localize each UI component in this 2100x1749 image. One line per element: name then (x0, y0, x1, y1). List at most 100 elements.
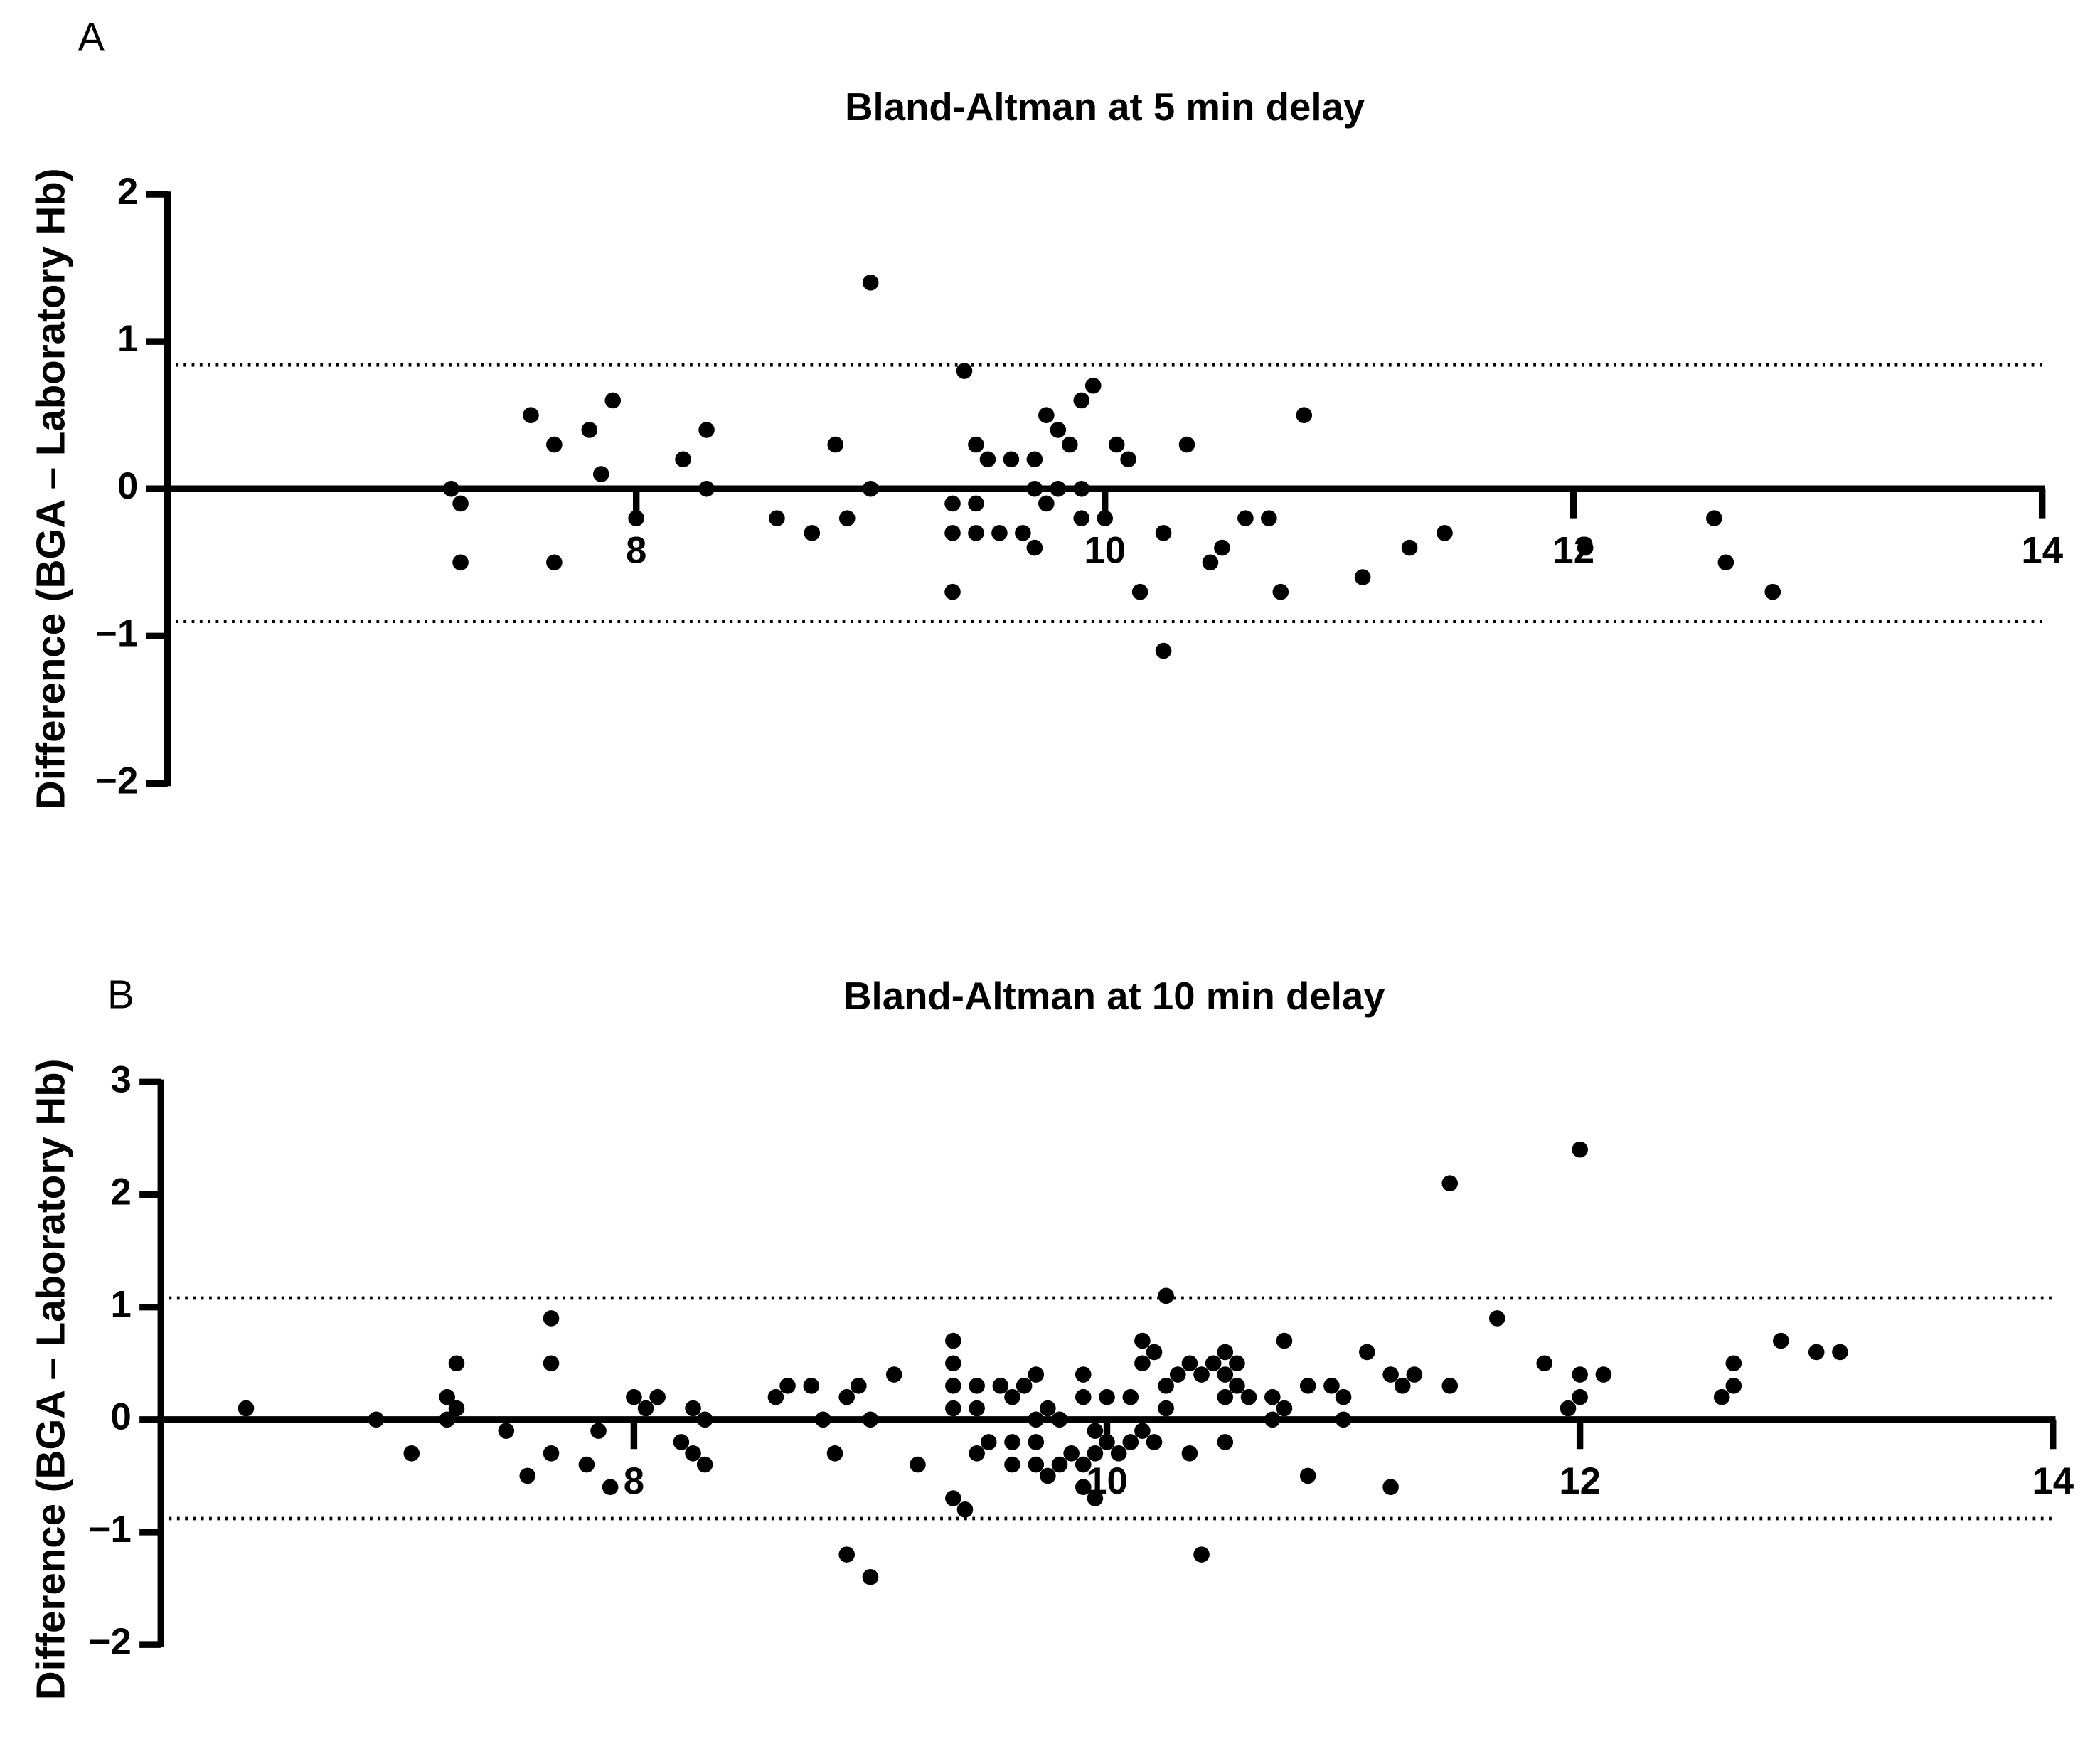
chart-title: Bland-Altman at 5 min delay (845, 85, 1365, 129)
data-point (685, 1445, 701, 1462)
data-point (991, 525, 1008, 541)
data-point (1276, 1400, 1293, 1417)
y-tick-label: −2 (89, 1621, 132, 1663)
data-point (1264, 1388, 1281, 1405)
data-point (1382, 1366, 1399, 1383)
data-point (1028, 1456, 1045, 1473)
data-point (1050, 422, 1067, 438)
data-point (498, 1423, 515, 1439)
data-point (1217, 1434, 1234, 1450)
panel-label: B (107, 972, 134, 1017)
data-point (968, 436, 984, 453)
data-point (1026, 451, 1043, 468)
data-point (238, 1400, 255, 1417)
data-point (1441, 1378, 1459, 1394)
data-point (862, 274, 879, 291)
data-point (945, 1332, 961, 1349)
data-point (519, 1467, 536, 1484)
data-point (1169, 1366, 1186, 1383)
data-point (1073, 392, 1090, 409)
data-point (1051, 1411, 1068, 1428)
data-point (590, 1423, 607, 1439)
panel-label: A (78, 14, 105, 59)
data-point (1272, 583, 1289, 600)
data-point (1193, 1366, 1210, 1383)
data-point (1237, 510, 1254, 526)
data-point (448, 1400, 465, 1417)
data-point (628, 510, 644, 526)
data-point (826, 1445, 843, 1462)
data-point (698, 422, 715, 438)
y-tick-label: 2 (111, 1171, 132, 1213)
data-point (1134, 1355, 1151, 1372)
y-tick-label: 1 (117, 318, 138, 360)
data-point (1536, 1355, 1553, 1372)
data-point (1560, 1400, 1577, 1417)
data-point (1595, 1366, 1612, 1383)
data-point (1299, 1378, 1316, 1394)
data-point (1217, 1344, 1234, 1361)
data-point (969, 1378, 985, 1394)
data-point (1146, 1434, 1163, 1450)
data-point (1229, 1355, 1245, 1372)
y-tick-label: −2 (95, 760, 138, 802)
data-point (637, 1400, 654, 1417)
data-point (956, 1501, 974, 1518)
data-point (969, 1445, 985, 1462)
data-point (980, 1434, 997, 1450)
data-point (1572, 1141, 1588, 1158)
data-point (968, 495, 984, 512)
data-point (1217, 1366, 1234, 1383)
data-point (1075, 1479, 1092, 1496)
data-point (838, 510, 856, 526)
data-point (1087, 1423, 1104, 1439)
data-point (969, 1400, 985, 1417)
data-point (1087, 1445, 1104, 1462)
data-point (1073, 480, 1090, 497)
data-point (1335, 1388, 1352, 1405)
data-point (1178, 436, 1195, 453)
data-point (1217, 1388, 1234, 1405)
data-point (851, 1378, 867, 1394)
data-point (944, 583, 961, 600)
chart-title: Bland-Altman at 10 min delay (843, 974, 1385, 1018)
data-point (626, 1388, 642, 1405)
data-point (1181, 1355, 1198, 1372)
data-point (1488, 1310, 1505, 1327)
data-point (1276, 1332, 1293, 1349)
data-point (1205, 1355, 1222, 1372)
x-tick-label: 12 (1559, 1460, 1601, 1502)
data-point (1134, 1423, 1151, 1439)
data-point (1004, 1388, 1020, 1405)
data-point (1155, 642, 1172, 659)
data-point (604, 392, 622, 409)
data-point (1261, 510, 1277, 526)
data-point (1158, 1378, 1174, 1394)
data-point (1725, 1355, 1742, 1372)
data-point (1181, 1445, 1198, 1462)
data-point (1725, 1378, 1742, 1394)
data-point (1097, 510, 1113, 526)
data-point (1214, 539, 1230, 556)
data-point (1051, 1456, 1068, 1473)
data-point (910, 1456, 926, 1473)
data-point (1004, 1434, 1020, 1450)
data-point (1406, 1366, 1423, 1383)
data-point (1229, 1378, 1245, 1394)
data-point (698, 480, 715, 497)
data-point (1832, 1344, 1848, 1361)
data-point (1299, 1467, 1316, 1484)
data-point (443, 480, 459, 497)
data-point (1706, 510, 1722, 526)
data-point (1120, 451, 1136, 468)
data-point (1717, 554, 1734, 571)
x-tick-label: 14 (2021, 530, 2063, 572)
data-point (1028, 1434, 1045, 1450)
data-point (767, 1388, 784, 1405)
data-point (1073, 510, 1090, 526)
data-point (1075, 1456, 1092, 1473)
data-point (804, 525, 821, 541)
data-point (1394, 1378, 1411, 1394)
data-point (1572, 1388, 1588, 1405)
